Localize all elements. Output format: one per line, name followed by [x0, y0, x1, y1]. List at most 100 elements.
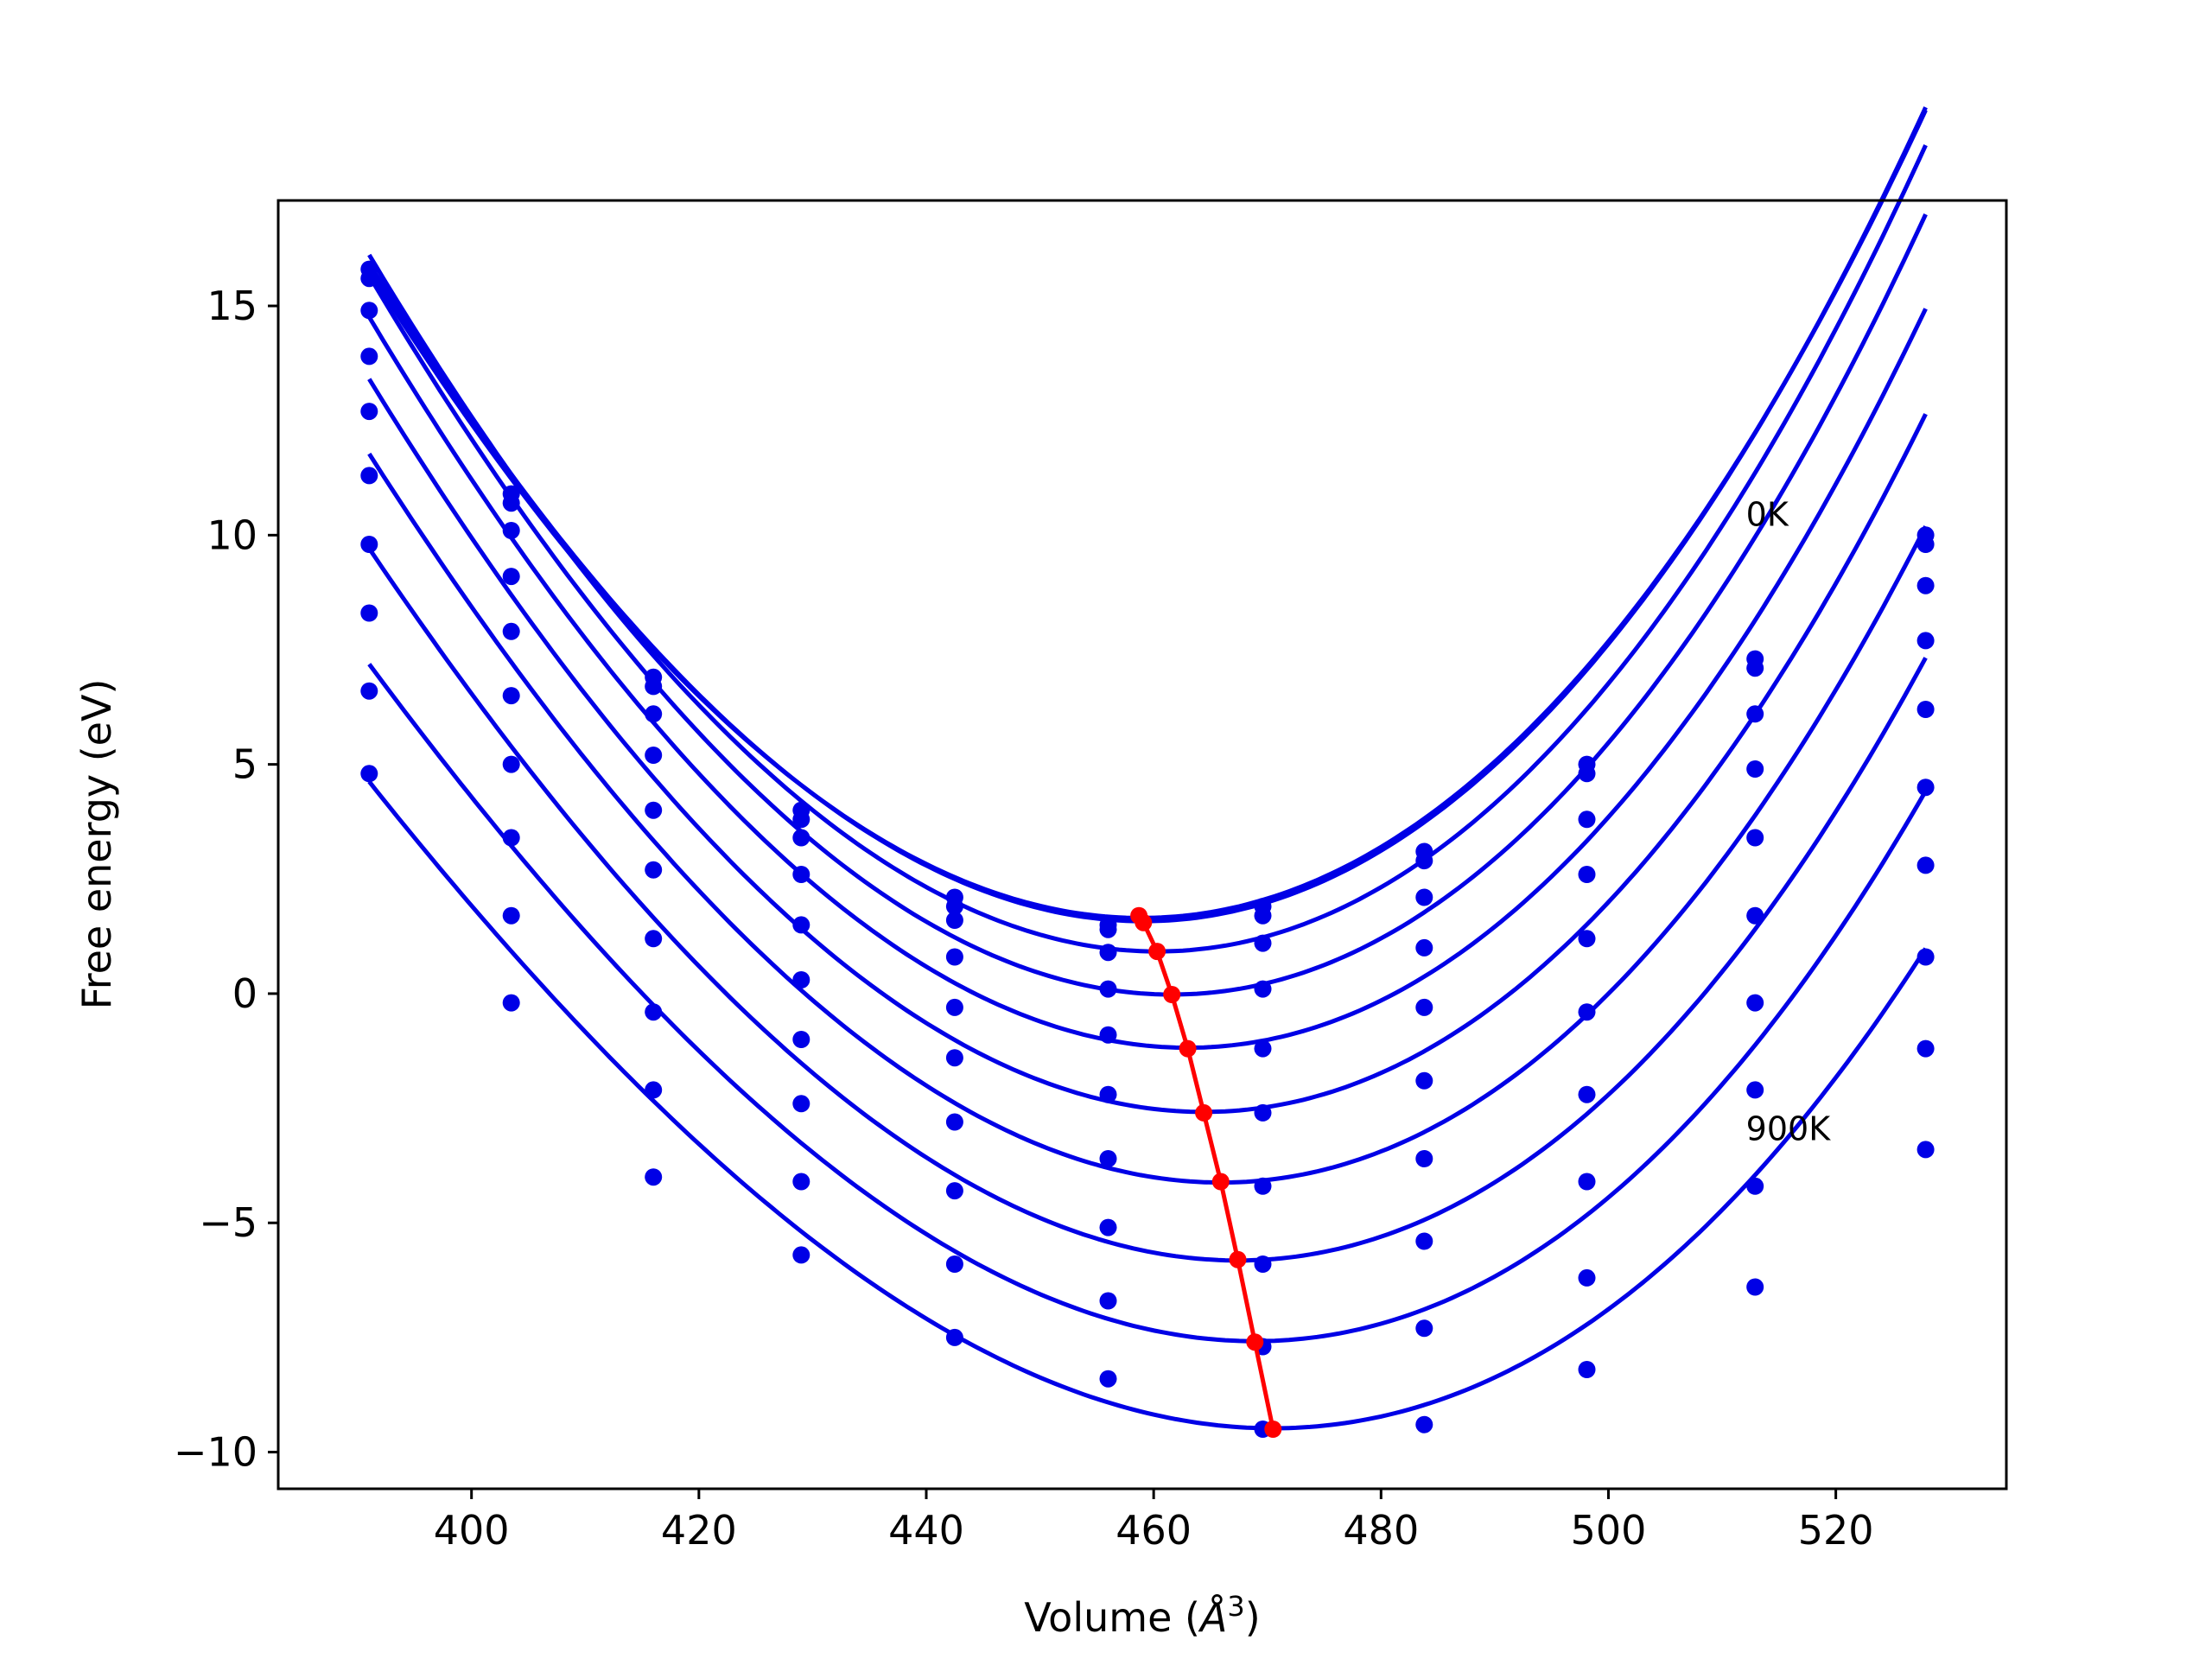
data-point-2-3 — [792, 829, 810, 847]
data-point-9-8 — [1578, 1361, 1596, 1378]
data-point-1-6 — [1254, 906, 1272, 925]
x-tick-label: 440 — [888, 1507, 964, 1554]
x-tick-label: 420 — [661, 1507, 737, 1554]
fit-curve-5 — [367, 378, 1928, 1115]
data-point-8-4 — [945, 1255, 963, 1273]
data-point-6-6 — [1254, 1177, 1272, 1195]
data-point-5-1 — [502, 687, 520, 705]
data-point-4-1 — [502, 622, 520, 640]
data-point-6-3 — [792, 1031, 810, 1048]
data-point-2-7 — [1415, 888, 1433, 906]
data-point-2-5 — [1099, 944, 1117, 962]
data-point-2-6 — [1254, 934, 1272, 952]
min-point-5 — [1195, 1103, 1213, 1122]
data-point-1-10 — [1916, 536, 1935, 553]
x-axis-label-text: Volume ( — [1024, 1594, 1200, 1641]
y-axis-label: Free energy (eV) — [73, 679, 120, 1010]
y-axis-ticks: −10 −5 0 5 10 15 — [174, 283, 278, 1476]
data-point-8-1 — [502, 906, 520, 925]
data-point-9-9 — [1746, 1278, 1764, 1296]
data-point-5-2 — [645, 861, 663, 879]
y-tick-label: −5 — [199, 1199, 257, 1246]
data-point-6-2 — [645, 930, 663, 948]
data-point-9-7 — [1415, 1415, 1433, 1433]
data-point-9-10 — [1916, 1141, 1935, 1159]
fit-curve-8 — [367, 663, 1928, 1344]
data-point-5-7 — [1415, 1071, 1433, 1090]
data-point-8-10 — [1916, 1039, 1935, 1058]
data-point-2-0 — [360, 302, 378, 320]
x-axis-label-unit: Å — [1198, 1594, 1227, 1641]
data-point-7-5 — [1099, 1218, 1117, 1236]
data-point-8-0 — [360, 682, 378, 700]
data-point-4-8 — [1578, 930, 1596, 948]
data-point-4-10 — [1916, 701, 1935, 718]
min-point-7 — [1229, 1250, 1247, 1268]
data-point-5-5 — [1099, 1085, 1117, 1103]
data-point-7-8 — [1578, 1173, 1596, 1191]
data-point-3-6 — [1254, 980, 1272, 998]
data-point-3-10 — [1916, 632, 1935, 650]
data-point-4-4 — [945, 998, 963, 1016]
data-point-3-8 — [1578, 866, 1596, 883]
data-point-9-3 — [792, 1246, 810, 1264]
data-point-6-7 — [1415, 1150, 1433, 1167]
temperature-label-0: 0K — [1746, 496, 1789, 534]
data-point-3-5 — [1099, 980, 1117, 998]
data-point-8-8 — [1578, 1268, 1596, 1287]
data-point-1-7 — [1415, 852, 1433, 870]
data-point-8-2 — [645, 1081, 663, 1099]
data-point-5-0 — [360, 467, 378, 485]
x-tick-label: 460 — [1116, 1507, 1192, 1554]
data-points — [360, 260, 1935, 1438]
data-point-9-2 — [645, 1168, 663, 1186]
y-tick-label: 0 — [232, 970, 257, 1017]
fit-curve-9 — [367, 780, 1928, 1431]
data-point-7-1 — [502, 829, 520, 847]
x-axis-label-close: ) — [1245, 1594, 1261, 1641]
data-point-8-9 — [1746, 1177, 1764, 1195]
min-point-6 — [1211, 1173, 1230, 1191]
x-axis-ticks: 400 420 440 460 480 500 520 — [434, 1489, 1874, 1554]
data-point-1-8 — [1578, 765, 1596, 783]
min-point-8 — [1246, 1333, 1264, 1351]
data-point-7-9 — [1746, 1081, 1764, 1099]
data-point-5-3 — [792, 971, 810, 988]
data-point-5-4 — [945, 1049, 963, 1067]
data-point-4-0 — [360, 403, 378, 421]
data-point-4-7 — [1415, 998, 1433, 1016]
x-tick-label: 400 — [434, 1507, 510, 1554]
data-point-7-2 — [645, 1003, 663, 1021]
data-point-4-2 — [645, 801, 663, 819]
data-point-5-6 — [1254, 1103, 1272, 1122]
data-point-7-10 — [1916, 948, 1935, 966]
temperature-label-1: 900K — [1746, 1110, 1832, 1148]
data-point-4-6 — [1254, 1039, 1272, 1058]
data-point-6-10 — [1916, 856, 1935, 874]
data-point-9-0 — [360, 765, 378, 783]
x-axis-label: Volume (Å3) — [1024, 1590, 1260, 1641]
data-point-5-10 — [1916, 779, 1935, 797]
data-point-3-1 — [502, 568, 520, 586]
min-line-path — [1137, 914, 1275, 1430]
fit-curve-7 — [367, 547, 1928, 1263]
data-point-5-9 — [1746, 906, 1764, 925]
data-point-8-7 — [1415, 1319, 1433, 1338]
data-point-6-9 — [1746, 994, 1764, 1012]
data-point-6-5 — [1099, 1150, 1117, 1167]
plot-frame — [276, 199, 2008, 1491]
data-point-8-3 — [792, 1173, 810, 1191]
data-point-1-1 — [502, 494, 520, 512]
data-point-3-7 — [1415, 938, 1433, 957]
data-point-4-5 — [1099, 1026, 1117, 1044]
data-point-7-6 — [1254, 1255, 1272, 1273]
x-tick-label: 500 — [1571, 1507, 1647, 1554]
min-point-3 — [1163, 986, 1181, 1003]
y-tick-label: 5 — [232, 741, 257, 788]
data-point-1-0 — [360, 270, 378, 288]
min-point-2 — [1148, 943, 1166, 961]
data-point-3-2 — [645, 747, 663, 764]
fit-curves — [367, 106, 1928, 1431]
